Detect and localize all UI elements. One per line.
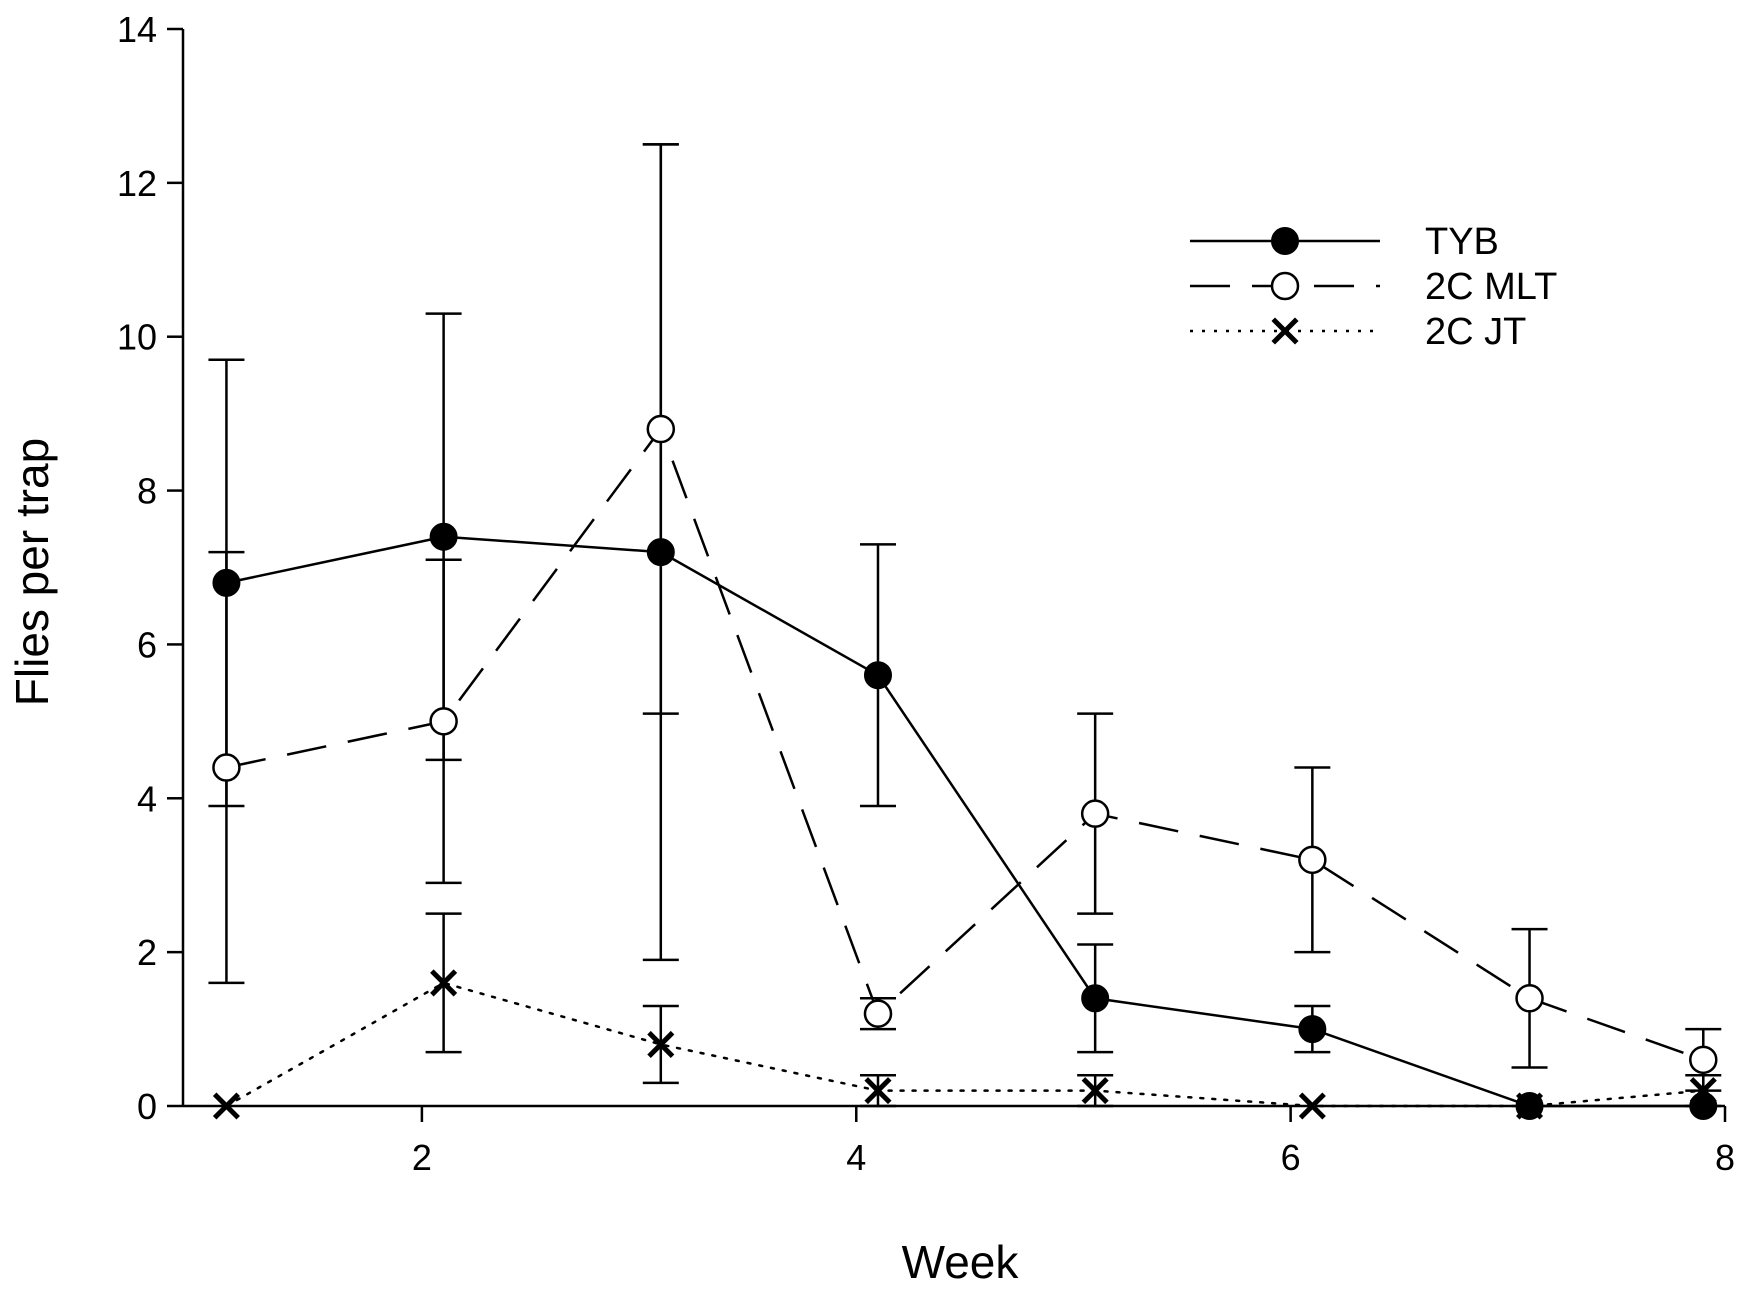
x-marker-stroke (647, 1030, 675, 1058)
y-tick-label: 12 (117, 163, 157, 204)
y-tick-label: 2 (137, 932, 157, 973)
legend-marker (1271, 227, 1299, 255)
data-point (429, 707, 458, 736)
legend-label: 2C JT (1425, 311, 1526, 353)
data-point (864, 1077, 892, 1105)
legend-entry: TYB (1190, 221, 1499, 263)
x-marker-stroke (1271, 317, 1299, 345)
ticks: 0 2 4 6 8 10 12 14 2 4 6 8 (117, 9, 1735, 1178)
data-point (429, 522, 458, 551)
series-line (226, 426, 1704, 1062)
y-tick-label: 0 (137, 1086, 157, 1127)
data-point (1298, 845, 1327, 875)
x-marker-stroke (1689, 1077, 1717, 1105)
y-axis-title: Flies per trap (6, 438, 58, 706)
axes (181, 29, 1725, 1108)
data-point (1081, 984, 1110, 1013)
data-point (1298, 1015, 1327, 1044)
x-marker-stroke (1081, 1077, 1109, 1105)
y-tick-label: 8 (137, 471, 157, 512)
data-point (1081, 1077, 1109, 1105)
data-point (863, 661, 892, 690)
plot-area (208, 143, 1722, 1120)
data-point (212, 753, 241, 782)
y-tick-label: 14 (117, 9, 157, 50)
x-tick-label: 6 (1281, 1137, 1301, 1178)
series-2c-mlt (208, 143, 1722, 1092)
legend-entry: 2C MLT (1190, 266, 1557, 308)
legend-label: 2C MLT (1425, 266, 1557, 308)
series-line (225, 981, 1705, 1108)
y-tick-label: 4 (137, 778, 157, 819)
series-line (226, 535, 1704, 1108)
x-tick-label: 2 (412, 1137, 432, 1178)
legend-marker (1271, 317, 1299, 345)
x-tick-label: 8 (1715, 1137, 1735, 1178)
y-tick-label: 6 (137, 624, 157, 665)
data-point (646, 414, 676, 444)
legend-entry: 2C JT (1190, 311, 1526, 353)
legend-label: TYB (1425, 221, 1499, 263)
data-point (863, 999, 893, 1028)
data-point (1689, 1077, 1717, 1105)
data-point (647, 1030, 675, 1058)
y-tick-label: 10 (117, 317, 157, 358)
x-marker-stroke (430, 969, 458, 997)
data-point (1515, 984, 1544, 1013)
data-point (1689, 1045, 1718, 1075)
x-axis-title: Week (902, 1236, 1020, 1288)
x-marker-stroke (864, 1077, 892, 1105)
data-point (430, 969, 458, 997)
data-point (1080, 799, 1110, 828)
legend-marker (1270, 271, 1300, 301)
series-2c-jt (212, 912, 1722, 1120)
x-tick-label: 4 (846, 1137, 866, 1178)
